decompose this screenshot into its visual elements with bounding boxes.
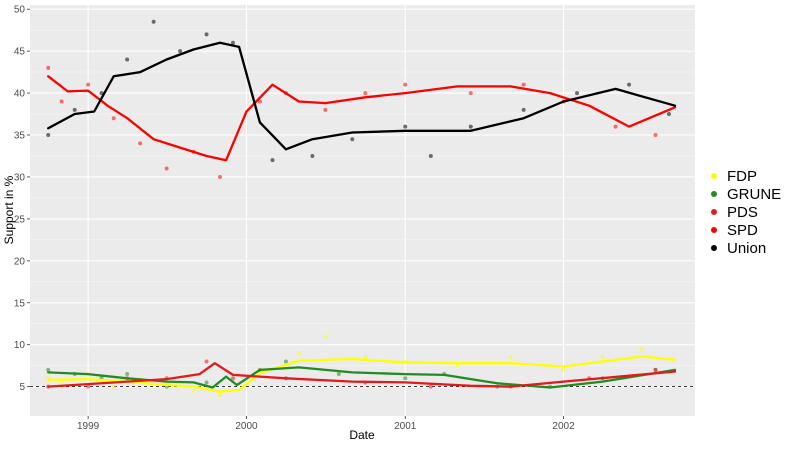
data-point-union	[310, 153, 315, 158]
data-point-spd	[613, 124, 618, 129]
data-point-pds	[231, 376, 236, 381]
x-tick-label: 2001	[394, 421, 417, 432]
data-point-union	[350, 137, 355, 142]
data-point-union	[46, 133, 51, 138]
grid	[30, 5, 695, 416]
data-point-fdp	[191, 388, 196, 393]
x-tick-label: 2000	[235, 421, 258, 432]
series-line-union	[47, 41, 677, 151]
data-point-union	[521, 107, 526, 112]
data-point-union	[575, 91, 580, 96]
data-point-fdp	[296, 351, 301, 356]
data-point-fdp	[561, 367, 566, 372]
data-point-spd	[59, 99, 64, 104]
data-point-pds	[86, 384, 91, 389]
data-point-spd	[164, 166, 169, 171]
data-point-grune	[125, 372, 130, 377]
legend-label-union: Union	[727, 240, 766, 257]
legend-label-fdp: FDP	[727, 168, 757, 185]
data-point-grune	[283, 359, 288, 364]
legend-label-grune: GRUNE	[727, 186, 781, 203]
data-point-pds	[428, 384, 433, 389]
data-point-fdp	[640, 346, 645, 351]
x-tick-label: 2002	[552, 421, 575, 432]
data-point-spd	[111, 116, 116, 121]
data-point-spd	[363, 91, 368, 96]
data-point-pds	[204, 359, 209, 364]
data-point-pds	[653, 367, 658, 372]
data-point-union	[468, 124, 473, 129]
legend-label-spd: SPD	[727, 222, 758, 239]
y-tick-label: 5	[19, 382, 25, 393]
data-point-fdp	[508, 355, 513, 360]
data-point-fdp	[59, 380, 64, 385]
legend-label-pds: PDS	[727, 204, 758, 221]
y-tick-label: 40	[14, 89, 26, 100]
y-tick-label: 25	[14, 214, 26, 225]
data-point-spd	[323, 107, 328, 112]
legend-key-grune	[711, 191, 717, 197]
y-tick-label: 35	[14, 131, 26, 142]
legend-key-union	[711, 245, 717, 251]
y-tick-label: 30	[14, 172, 26, 183]
data-point-spd	[521, 82, 526, 87]
series-line-fdp	[47, 355, 677, 393]
data-point-union	[666, 112, 671, 117]
data-point-union	[270, 158, 275, 163]
data-point-fdp	[218, 393, 222, 398]
y-tick-label: 10	[14, 340, 26, 351]
data-point-union	[204, 32, 209, 37]
legend-key-pds	[711, 209, 717, 215]
data-point-spd	[218, 174, 222, 179]
data-point-union	[403, 124, 408, 129]
data-point-spd	[46, 65, 51, 70]
data-point-union	[178, 49, 183, 54]
y-tick-label: 20	[14, 256, 26, 267]
data-point-grune	[336, 372, 341, 377]
y-tick-label: 45	[14, 47, 26, 58]
data-point-spd	[468, 91, 473, 96]
data-point-fdp	[600, 355, 605, 360]
data-point-spd	[653, 133, 658, 138]
data-point-fdp	[323, 334, 328, 339]
data-point-union	[151, 19, 156, 24]
data-point-spd	[86, 82, 91, 87]
y-tick-label: 50	[14, 5, 26, 16]
data-point-grune	[204, 380, 209, 385]
data-point-grune	[46, 367, 51, 372]
data-point-spd	[138, 141, 143, 146]
data-point-union	[231, 40, 236, 45]
data-point-spd	[257, 99, 262, 104]
data-point-union	[428, 153, 433, 158]
series-line-pds	[47, 362, 677, 388]
x-axis-ticks: 1999 2000 2001 2002	[77, 416, 575, 432]
y-axis-title: Support in %	[2, 175, 16, 244]
x-tick-label: 1999	[77, 421, 100, 432]
plot-panel	[30, 5, 695, 416]
data-point-union	[72, 107, 77, 112]
data-point-spd	[403, 82, 408, 87]
y-axis-ticks: 5 10 15 20 25 30 35 40 45 50	[14, 5, 30, 393]
data-point-union	[627, 82, 632, 87]
x-axis-title: Date	[349, 428, 375, 442]
legend-key-spd	[711, 227, 717, 233]
data-point-grune	[403, 376, 408, 381]
y-tick-label: 15	[14, 298, 26, 309]
data-point-fdp	[363, 355, 368, 360]
trend-lines	[47, 41, 677, 393]
data-point-fdp	[455, 363, 460, 368]
data-point-union	[125, 57, 130, 62]
series-line-spd	[47, 75, 677, 162]
data-point-fdp	[111, 384, 116, 389]
legend-key-fdp	[711, 173, 717, 179]
